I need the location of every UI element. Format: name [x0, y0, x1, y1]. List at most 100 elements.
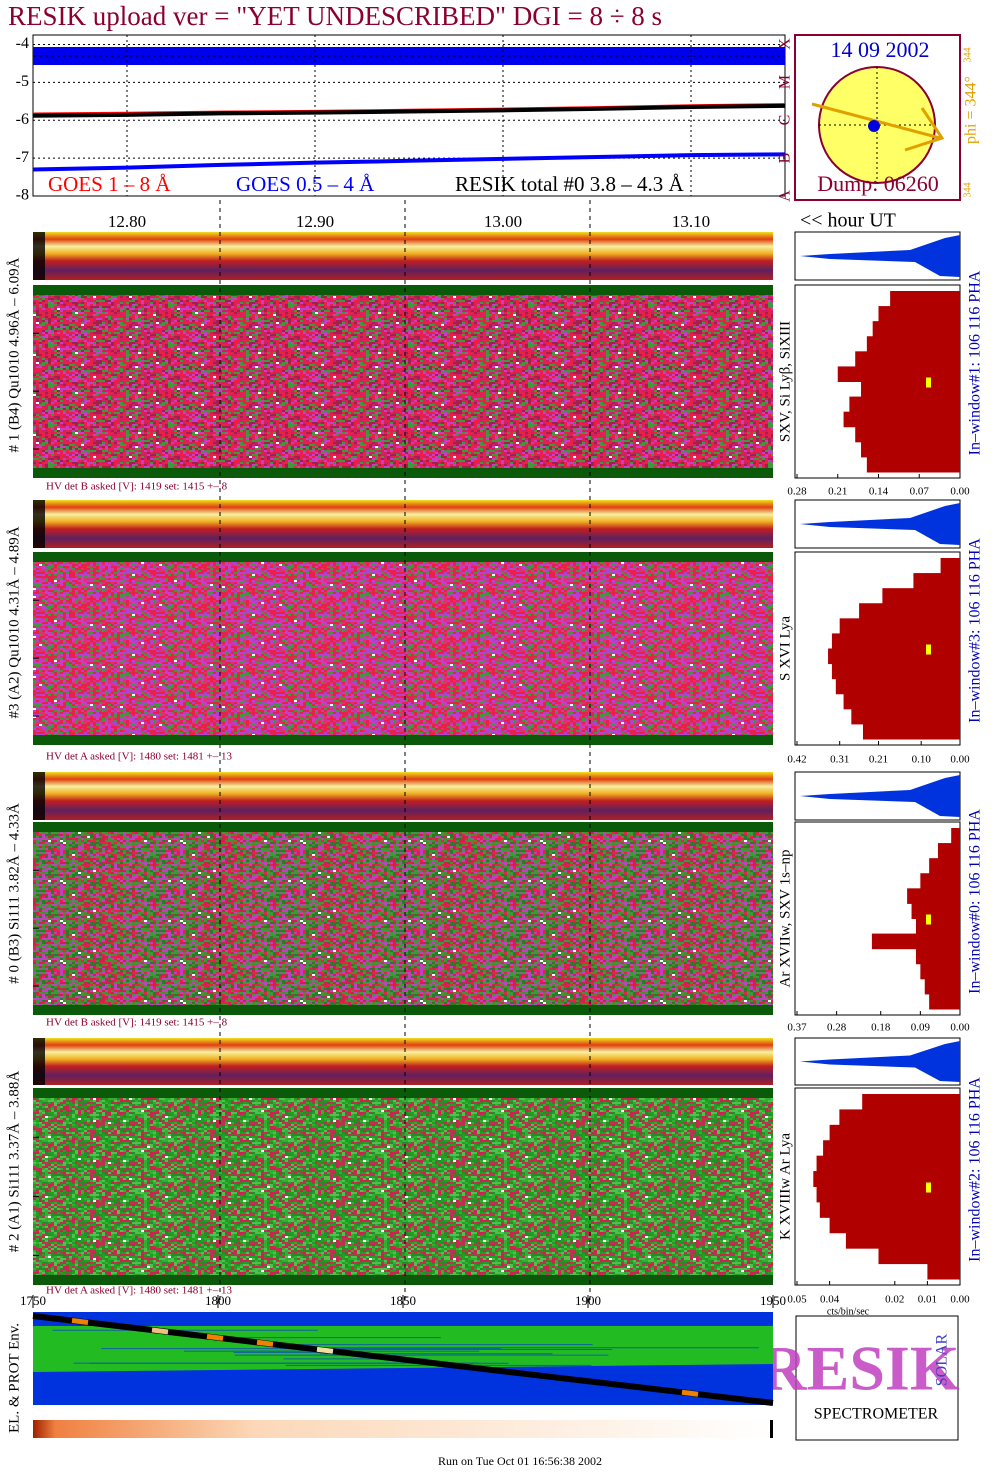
hist-marker [926, 914, 931, 925]
goes-class: C [777, 115, 794, 126]
hist-bar [911, 903, 960, 919]
x-tick-label: 0.09 [911, 1022, 931, 1034]
pha-shape [800, 775, 960, 817]
phi: phi = 344° [963, 76, 980, 144]
hist-bar [927, 1263, 960, 1280]
env-track-mark [256, 1339, 274, 1347]
panel-label: #3 (A2) Qu1010 4.31Å – 4.89Å [6, 526, 22, 718]
hist-bar [819, 1201, 960, 1218]
y-tick-label: -7 [16, 149, 29, 166]
footer: Run on Tue Oct 01 16:56:38 2002 [438, 1454, 602, 1468]
y-tick-label: -5 [16, 73, 29, 90]
env-track-mark [151, 1327, 169, 1335]
x-tick-label: 0.04 [820, 1294, 840, 1306]
hist-bar [851, 708, 960, 725]
x-tick-label: 0.07 [910, 486, 930, 498]
hist-bar [831, 633, 960, 649]
hist-bar [849, 396, 960, 413]
goes-class: M [777, 75, 794, 89]
hist-bar [929, 993, 960, 1010]
series-line [32, 152, 786, 172]
panel-label: # 0 (B3) Si111 3.82Å – 4.33Å [6, 803, 22, 984]
panel-label: # 2 (A1) Si111 3.37Å – 3.88Å [6, 1071, 22, 1253]
x-tick-label: 1850 [390, 1293, 416, 1308]
hist-bar [862, 1094, 960, 1110]
y-tick-label: -8 [16, 187, 29, 204]
x-tick-label: 0.10 [912, 754, 932, 766]
x-tick-label: 0.00 [950, 1294, 970, 1306]
hist-bar [882, 588, 960, 604]
panel-window: In–window#2: 106 116 PHA [967, 1077, 984, 1262]
x-tick-label: 0.21 [869, 754, 888, 766]
hist-bar [878, 306, 960, 322]
x-tick-label: 12.90 [296, 212, 334, 231]
hist-bar [890, 291, 960, 307]
hist-bar [843, 693, 960, 710]
logo-box [795, 1315, 959, 1441]
hist-bar [871, 933, 960, 950]
hist-bar [839, 1109, 960, 1126]
spectrogram [33, 562, 773, 735]
goes-class: B [777, 153, 794, 164]
x-tick-label: 1900 [575, 1293, 601, 1308]
x-tick-label: 0.28 [827, 1022, 847, 1034]
hv-text: HV det B asked [V]: 1419 set: 1415 +– 8 [46, 481, 228, 493]
x-tick-label: 0.21 [828, 486, 847, 498]
x-tick-label: 0.00 [950, 1022, 970, 1034]
legend-entry: GOES 0.5 – 4 Å [236, 172, 375, 196]
color-bar-end [770, 1420, 773, 1438]
strip-image [33, 772, 773, 820]
hist-bar [831, 663, 960, 680]
x-axis-label: << hour UT [800, 210, 896, 232]
panel-lines: S XVI Lya [777, 616, 793, 681]
panel-label: # 1 (B4) Qu1010 4.96Å – 6.09Å [6, 257, 22, 452]
strip-edge [33, 500, 45, 548]
x-tick-label: 0.05 [787, 1294, 807, 1306]
env-track-mark [206, 1333, 224, 1341]
x-tick-label: 0.18 [871, 1022, 891, 1034]
dump: Dump: 06260 [817, 171, 939, 196]
panel-lines: K XVIIIw Ar Lya [777, 1133, 793, 1240]
hist-bar [951, 828, 960, 844]
hist-bar [924, 978, 960, 995]
x-tick-label: 0.01 [918, 1294, 937, 1306]
hist-bar [861, 441, 960, 458]
hist-bar [816, 1155, 960, 1172]
y-tick-label: -4 [16, 35, 29, 52]
strip-edge [33, 1038, 45, 1085]
panel-window: In–window#3: 106 116 PHA [967, 538, 984, 723]
env-blue-top [33, 1312, 773, 1326]
hist-bar [907, 888, 960, 904]
hist-bar [872, 321, 960, 337]
spectrogram [33, 832, 773, 1005]
strip-image [33, 1038, 773, 1085]
hist-bar [915, 948, 960, 965]
x-tick-label: 13.00 [484, 212, 522, 231]
goes-class: X [777, 38, 794, 50]
logo-solar: SOLAR [934, 1333, 951, 1386]
date: 14 09 2002 [831, 37, 930, 62]
x-tick-label: 13.10 [672, 212, 710, 231]
x-tick-label: 1800 [205, 1293, 231, 1308]
hist-marker [926, 1182, 931, 1193]
hist-bar [828, 648, 960, 665]
strip-image [33, 232, 773, 280]
resik-band [33, 47, 785, 65]
hist-bar [843, 411, 960, 428]
logo-spectrometer: SPECTROMETER [814, 1406, 939, 1423]
hist-bar [823, 1140, 960, 1157]
x-tick-label: 12.80 [108, 212, 146, 231]
hist-bar [920, 963, 960, 980]
hist-bar [829, 1124, 960, 1141]
hv-text: HV det A asked [V]: 1480 set: 1481 +– 13 [46, 1285, 232, 1297]
hist-marker [926, 644, 931, 655]
sun-point [868, 120, 880, 132]
x-tick-label: 0.14 [869, 486, 889, 498]
panel-window: In–window#1: 106 116 PHA [967, 270, 984, 455]
hist-bar [929, 858, 960, 874]
sun-arrow [904, 107, 945, 152]
strip-edge [33, 772, 45, 820]
x-tick-label: 0.00 [950, 754, 970, 766]
